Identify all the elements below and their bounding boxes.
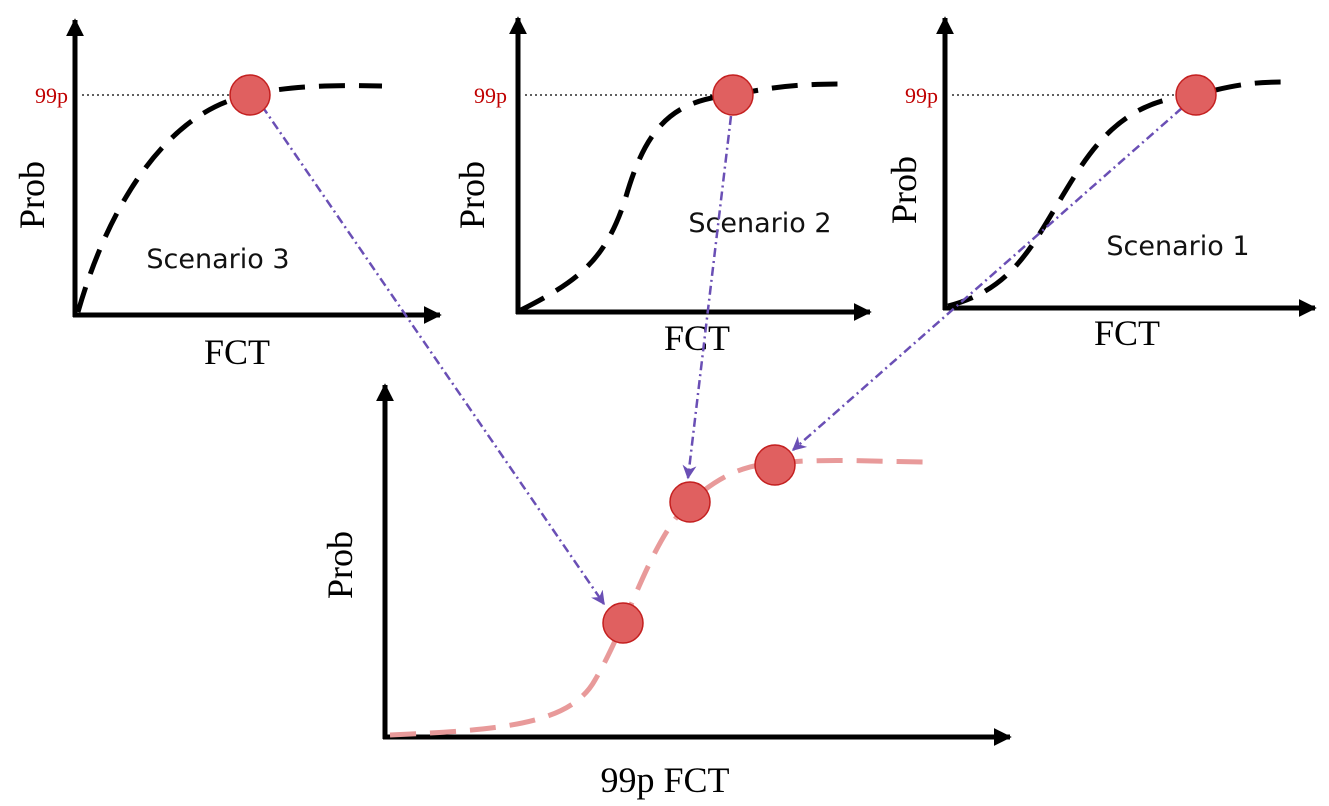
percentile-dot xyxy=(229,74,271,116)
result-panel: Prob 99p FCT xyxy=(320,383,1012,800)
y-label: Prob xyxy=(452,161,492,229)
panel-scenario-1: 99p Prob FCT Scenario 1 xyxy=(884,16,1317,353)
panel-scenario-2: 99p Prob FCT Scenario 2 xyxy=(452,16,872,358)
x-label: FCT xyxy=(1094,313,1160,353)
x-label: FCT xyxy=(204,332,270,372)
cdf-curve xyxy=(947,79,1286,309)
result-dot xyxy=(602,602,644,644)
result-dot xyxy=(669,481,711,523)
result-dot xyxy=(754,444,796,486)
scenario-label: Scenario 2 xyxy=(688,208,831,239)
scenario-label: Scenario 3 xyxy=(146,244,289,275)
panel-scenario-3: 99p Prob FCT Scenario 3 xyxy=(12,18,442,372)
percentile-label: 99p xyxy=(905,83,938,108)
y-label: Prob xyxy=(320,531,360,599)
mapping-arrow xyxy=(682,115,733,480)
cdf-curve xyxy=(75,83,383,313)
percentile-dot xyxy=(712,74,754,116)
x-label: FCT xyxy=(664,318,730,358)
mapping-arrow xyxy=(260,105,606,606)
y-label: Prob xyxy=(12,161,52,229)
x-label: 99p FCT xyxy=(600,760,729,800)
percentile-curve xyxy=(389,457,933,738)
percentile-label: 99p xyxy=(474,83,507,108)
y-label: Prob xyxy=(884,156,924,224)
percentile-label: 99p xyxy=(35,83,68,108)
scenario-label: Scenario 1 xyxy=(1106,231,1249,262)
percentile-dot xyxy=(1175,74,1217,116)
cdf-curve xyxy=(519,81,846,313)
mapping-arrow xyxy=(791,107,1183,451)
